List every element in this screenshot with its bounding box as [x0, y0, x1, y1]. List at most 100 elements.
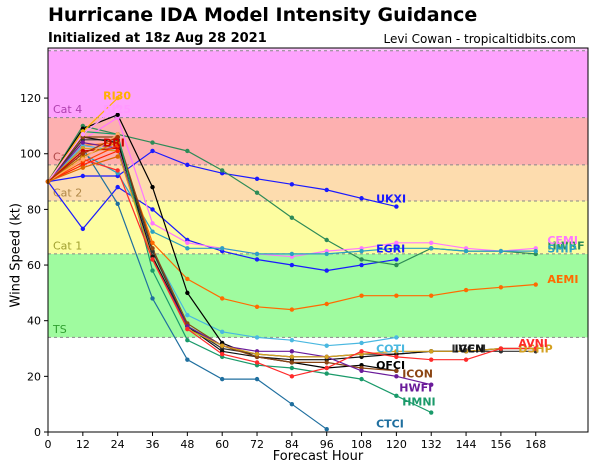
series-point-hwrf	[254, 190, 260, 195]
series-point-avni	[254, 360, 260, 365]
series-point-hwrf	[394, 262, 399, 268]
series-point-ctci	[324, 427, 329, 432]
x-tick-label: 156	[490, 438, 511, 451]
band-cat-3	[48, 117, 588, 165]
band-cat-2	[48, 164, 588, 202]
series-point-ship	[324, 251, 329, 257]
band-label-cat-1: Cat 1	[53, 240, 82, 253]
series-label-avni: AVNI	[518, 337, 548, 350]
series-point-ctci	[219, 376, 225, 382]
band-top-5	[48, 48, 588, 51]
series-point-icon	[150, 246, 155, 251]
y-tick-label: 0	[34, 426, 41, 439]
x-tick-label: 72	[250, 438, 264, 451]
series-label-coti: COTI	[376, 343, 405, 356]
series-label-aemi: AEMI	[547, 273, 578, 286]
series-point-egri	[394, 257, 399, 262]
series-point-coti	[359, 340, 364, 346]
y-tick-label: 100	[20, 148, 41, 161]
x-tick-label: 24	[111, 438, 125, 451]
series-point-hwrf	[219, 168, 225, 173]
series-label-hmni: HMNI	[402, 395, 435, 408]
series-point-avni	[150, 257, 155, 262]
x-tick-label: 0	[45, 438, 52, 451]
series-point-hmni	[394, 393, 399, 399]
series-label-ship: SHIP	[547, 242, 576, 255]
series-label-ri25: RI25	[103, 103, 131, 116]
series-point-ship	[498, 248, 504, 254]
series-point-aux-20	[115, 140, 120, 145]
series-point-egri	[254, 257, 260, 262]
series-point-ship	[219, 246, 225, 251]
series-point-aemi	[533, 282, 538, 287]
series-point-ctci	[185, 357, 190, 362]
series-label-hwfi: HWFI	[399, 381, 432, 394]
series-line-hmni	[47, 130, 432, 414]
series-point-ofci	[150, 184, 155, 190]
series-point-aemi	[394, 293, 399, 298]
series-point-coti	[254, 335, 260, 340]
series-point-aemi	[463, 287, 469, 293]
series-point-coti	[394, 335, 399, 340]
series-point-hwrf	[289, 215, 295, 220]
plot-frame	[47, 47, 589, 433]
series-point-dshp	[324, 354, 329, 360]
series-label-ivcn: IVCN	[454, 343, 484, 356]
series-point-ofci	[115, 112, 120, 117]
series-point-hwfi	[80, 140, 86, 145]
x-tick-label: 132	[421, 438, 442, 451]
series-point-ukxi	[80, 173, 86, 179]
series-point-aux-24	[80, 165, 86, 170]
series-label-egri: EGRI	[376, 242, 405, 255]
series-point-ship	[394, 246, 399, 251]
series-point-ri25	[115, 104, 120, 109]
x-axis-label: Forecast Hour	[272, 449, 364, 464]
series-point-ukxi	[254, 176, 260, 181]
series-point-avni	[289, 374, 295, 379]
series-point-aux-23	[80, 151, 86, 156]
x-tick-label: 12	[76, 438, 90, 451]
series-point-dshp	[254, 351, 260, 357]
series-point-avni	[394, 354, 399, 360]
series-point-avni	[359, 349, 364, 354]
chart-title: Hurricane IDA Model Intensity Guidance	[48, 4, 478, 26]
band-label-cat-2: Cat 2	[53, 187, 82, 200]
series-point-coti	[324, 343, 329, 348]
x-tick-label: 96	[320, 438, 334, 451]
y-axis-label: Wind Speed (kt)	[8, 203, 24, 308]
series-point-ship	[254, 251, 260, 257]
series-point-dshp	[463, 349, 469, 354]
series-point-dshp	[429, 349, 434, 354]
series-point-icon	[324, 360, 329, 365]
series-label-icon: ICON	[402, 368, 433, 381]
series-point-aux-23	[115, 134, 120, 140]
y-tick-label: 120	[20, 92, 41, 105]
series-point-hmni	[289, 365, 295, 371]
series-point-avni	[115, 168, 120, 173]
series-point-aemi	[185, 276, 190, 282]
category-bands	[48, 48, 588, 338]
series-point-ctci	[254, 376, 260, 382]
series-point-avni	[429, 357, 434, 362]
y-axis-ticks: 0 20 40 60 80 100 120	[20, 92, 48, 439]
series-point-coti	[219, 329, 225, 335]
x-tick-label: 36	[146, 438, 160, 451]
series-line-hwfi	[47, 141, 432, 386]
series-point-egri	[115, 184, 120, 190]
series-label-dri: DRI	[103, 137, 125, 150]
series-point-cemi	[394, 240, 399, 245]
series-point-aux-21	[115, 148, 120, 154]
model-points	[45, 95, 538, 432]
series-point-aemi	[289, 307, 295, 312]
x-tick-label: 168	[525, 438, 546, 451]
series-point-hwfi	[394, 374, 399, 379]
x-tick-label: 84	[285, 438, 299, 451]
band-label-ts: TS	[52, 323, 67, 336]
series-point-cemi	[185, 240, 190, 245]
series-point-aemi	[254, 304, 260, 309]
series-label-dshp: DSHP	[518, 343, 552, 356]
series-point-aemi	[429, 293, 434, 298]
series-point-avni	[463, 357, 469, 362]
series-point-aemi	[219, 296, 225, 301]
